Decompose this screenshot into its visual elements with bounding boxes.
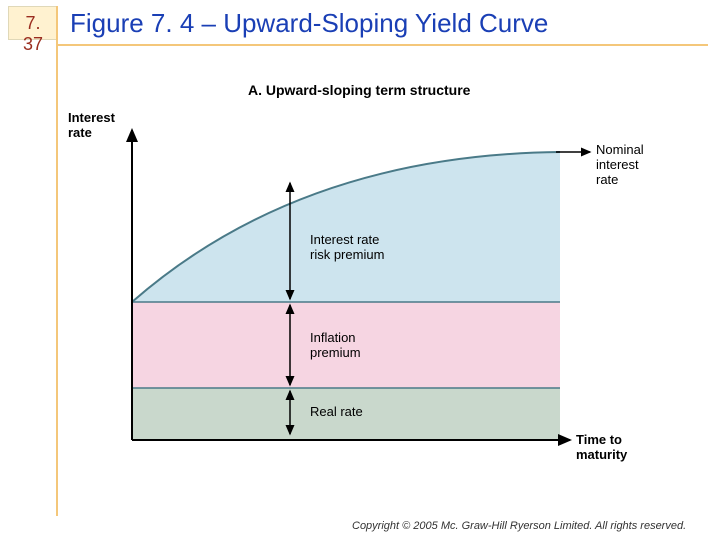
y-axis-label: Interest rate xyxy=(68,110,115,140)
copyright-notice: Copyright © 2005 Mc. Graw-Hill Ryerson L… xyxy=(352,520,686,532)
x-axis-label-line2: maturity xyxy=(576,447,627,462)
risk-premium-label-l2: risk premium xyxy=(310,247,384,262)
real-rate-label-l1: Real rate xyxy=(310,404,363,419)
nominal-rate-label: Nominal interest rate xyxy=(596,142,644,187)
risk-premium-label: Interest rate risk premium xyxy=(310,232,384,262)
x-axis-label: Time to maturity xyxy=(576,432,627,462)
y-axis-label-line2: rate xyxy=(68,125,115,140)
inflation-premium-label-l2: premium xyxy=(310,345,361,360)
x-axis-label-line1: Time to xyxy=(576,432,627,447)
nominal-rate-label-l2: interest xyxy=(596,157,644,172)
risk-premium-label-l1: Interest rate xyxy=(310,232,384,247)
inflation-premium-label-l1: Inflation xyxy=(310,330,361,345)
real-rate-label: Real rate xyxy=(310,404,363,419)
inflation-premium-label: Inflation premium xyxy=(310,330,361,360)
y-axis-label-line1: Interest xyxy=(68,110,115,125)
nominal-rate-label-l3: rate xyxy=(596,172,644,187)
nominal-rate-label-l1: Nominal xyxy=(596,142,644,157)
